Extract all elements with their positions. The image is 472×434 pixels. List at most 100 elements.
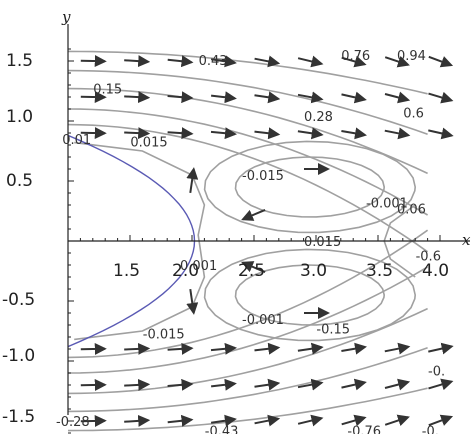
contour-line — [67, 87, 428, 175]
contour-label: -0.76 — [347, 425, 381, 434]
field-arrow — [384, 55, 410, 68]
field-arrow — [124, 378, 151, 391]
y-tick-label: -1.0 — [2, 346, 35, 366]
contour-label: -0.001 — [366, 197, 408, 212]
contour-label: -0.001 — [242, 313, 284, 328]
contour-line — [67, 347, 428, 413]
field-arrow — [210, 414, 237, 427]
field-arrow — [428, 91, 454, 104]
contour-line — [67, 307, 428, 395]
field-arrow — [210, 55, 237, 68]
contour-labels: 0.43 0.76 0.94 0.15 0.28 0.6 0.01 0.015 -0.015 -0… — [56, 49, 445, 434]
field-arrow — [428, 127, 454, 140]
field-arrow — [80, 414, 107, 427]
field-arrow — [80, 55, 107, 68]
field-arrow — [341, 127, 367, 140]
contour-label: -0.15 — [316, 323, 350, 338]
field-arrow — [186, 288, 199, 315]
contour-label: 0.76 — [341, 49, 370, 64]
field-arrow — [167, 55, 194, 68]
field-arrow — [186, 167, 199, 194]
y-tick-label: 0.5 — [6, 171, 33, 191]
contour-line — [74, 141, 206, 341]
contour-line — [67, 387, 428, 432]
field-arrow — [254, 55, 281, 68]
contour-label: -0.43 — [205, 425, 239, 434]
field-arrow — [428, 378, 454, 391]
field-arrow — [254, 378, 281, 391]
axis-ticks — [68, 48, 441, 434]
contour-line — [67, 69, 428, 135]
field-arrow — [210, 91, 237, 104]
field-arrow — [167, 127, 194, 140]
contour-label: 0.01 — [62, 133, 91, 148]
field-arrow — [124, 91, 151, 104]
field-arrow — [254, 414, 281, 427]
contour-line — [67, 108, 429, 216]
field-arrow — [297, 378, 324, 391]
contour-label: 0.015 — [130, 135, 167, 150]
x-tick-label: 1.5 — [113, 261, 140, 281]
field-arrow — [210, 378, 237, 391]
contour-label: 0.06 — [397, 203, 426, 218]
field-arrow — [167, 342, 194, 355]
x-tick-label: 2.0 — [172, 261, 199, 281]
contour-label: 0.001 — [180, 259, 217, 274]
field-arrow — [241, 261, 266, 274]
field-arrow — [167, 414, 194, 427]
contour-label: -0.015 — [242, 169, 284, 184]
field-arrow — [254, 127, 281, 140]
x-axis-label: x — [462, 231, 471, 249]
y-tick-label: 1.0 — [6, 107, 33, 127]
x-tick-label: 2.5 — [238, 261, 265, 281]
field-arrow — [124, 127, 151, 140]
field-arrow — [384, 378, 411, 391]
field-arrow — [124, 55, 151, 68]
field-arrow — [124, 414, 151, 427]
contour-label: -0.6 — [416, 249, 441, 264]
field-arrow — [428, 55, 454, 68]
vector-field-arrows — [80, 55, 454, 427]
x-tick-label: 4.0 — [422, 261, 449, 281]
contour-label: 0.28 — [304, 110, 333, 125]
contour-line — [234, 264, 386, 326]
y-axis-label: y — [61, 8, 71, 26]
field-arrow — [124, 342, 151, 355]
contour-label: -0. — [422, 425, 439, 434]
field-arrow — [241, 208, 266, 221]
y-tick-label: -0.5 — [2, 290, 35, 310]
contour-label: 0.6 — [403, 107, 424, 122]
field-arrow — [384, 342, 411, 355]
contour-label: 0.15 — [93, 83, 122, 98]
field-arrow — [297, 414, 324, 427]
field-arrow — [384, 414, 410, 427]
contour-label: 0.94 — [397, 49, 426, 64]
field-arrow — [341, 55, 367, 68]
contour-line — [67, 266, 429, 374]
field-arrow — [167, 91, 194, 104]
field-arrow — [297, 127, 324, 140]
field-arrow — [210, 342, 237, 355]
contour-line — [203, 140, 417, 234]
contour-line — [203, 248, 417, 342]
field-arrow — [297, 342, 324, 355]
contour-line — [234, 156, 386, 218]
contour-label: 0.015 — [304, 235, 341, 250]
field-arrow — [384, 127, 411, 140]
contour-line — [67, 229, 429, 359]
field-arrow — [428, 414, 454, 427]
contour-lines — [67, 50, 429, 432]
field-arrow — [254, 91, 281, 104]
field-arrow — [167, 378, 194, 391]
contour-line — [67, 123, 429, 253]
contour-label: -0. — [428, 365, 445, 380]
field-arrow — [210, 127, 237, 140]
x-tick-label: 3.5 — [366, 261, 393, 281]
contour-line — [67, 50, 428, 95]
field-arrow — [297, 91, 324, 104]
field-arrow — [341, 414, 367, 427]
field-arrow — [341, 342, 367, 355]
y-tick-label: -1.5 — [2, 407, 35, 427]
field-arrow — [341, 378, 367, 391]
